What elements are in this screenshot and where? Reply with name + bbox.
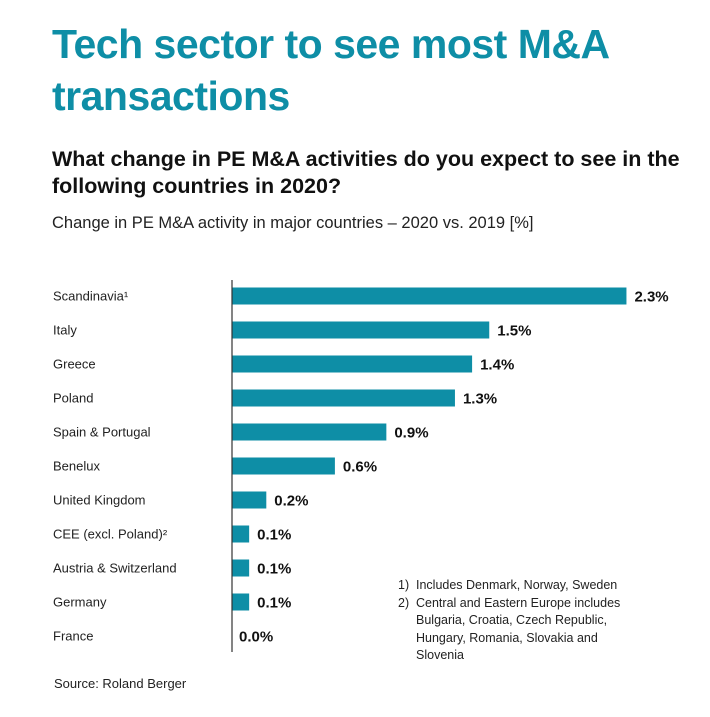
footnote-1: 1) Includes Denmark, Norway, Sweden <box>398 577 638 595</box>
bar <box>232 525 250 543</box>
category-label: France <box>53 629 93 644</box>
value-label: 0.2% <box>274 493 308 510</box>
value-label: 0.1% <box>257 527 291 544</box>
value-label: 0.9% <box>394 425 428 442</box>
bar-chart: Scandinavia¹ 2.3% Italy 1.5% Greece 1.4% Polan… <box>53 280 669 652</box>
bar <box>232 593 250 611</box>
footnote-2: 2) Central and Eastern Europe includes B… <box>398 595 638 665</box>
footnotes: 1) Includes Denmark, Norway, Sweden 2) C… <box>398 577 638 665</box>
footnote-text: Central and Eastern Europe includes Bulg… <box>416 595 621 663</box>
bar <box>232 321 490 339</box>
value-label: 1.3% <box>463 391 497 408</box>
value-label: 0.0% <box>239 629 273 646</box>
value-label: 0.6% <box>343 459 377 476</box>
bar <box>232 355 473 373</box>
bar <box>232 559 250 577</box>
source-note: Source: Roland Berger <box>54 676 187 691</box>
category-label: Italy <box>53 323 77 338</box>
value-label: 1.5% <box>497 323 531 340</box>
value-label: 1.4% <box>480 357 514 374</box>
bar <box>232 491 267 509</box>
category-label: Greece <box>53 357 96 372</box>
bar <box>232 457 335 475</box>
category-label: Benelux <box>53 459 100 474</box>
value-label: 0.1% <box>257 561 291 578</box>
category-label: Poland <box>53 391 93 406</box>
category-label: Austria & Switzerland <box>53 561 177 576</box>
bar <box>232 423 387 441</box>
bar <box>232 389 455 407</box>
footnote-text: Includes Denmark, Norway, Sweden <box>416 578 618 592</box>
category-label: Spain & Portugal <box>53 425 151 440</box>
category-label: Germany <box>53 595 107 610</box>
footnote-number: 2) <box>398 595 410 610</box>
category-label: United Kingdom <box>53 493 146 508</box>
value-label: 2.3% <box>634 289 668 306</box>
footnote-number: 1) <box>398 578 410 592</box>
category-label: CEE (excl. Poland)² <box>53 527 168 542</box>
bar <box>232 287 627 305</box>
chart-caption: Change in PE M&A activity in major count… <box>52 214 534 232</box>
page-title: Tech sector to see most M&A transactions <box>52 21 609 119</box>
chart-question: What change in PE M&A activities do you … <box>52 147 680 198</box>
value-label: 0.1% <box>257 595 291 612</box>
category-label: Scandinavia¹ <box>53 289 129 304</box>
